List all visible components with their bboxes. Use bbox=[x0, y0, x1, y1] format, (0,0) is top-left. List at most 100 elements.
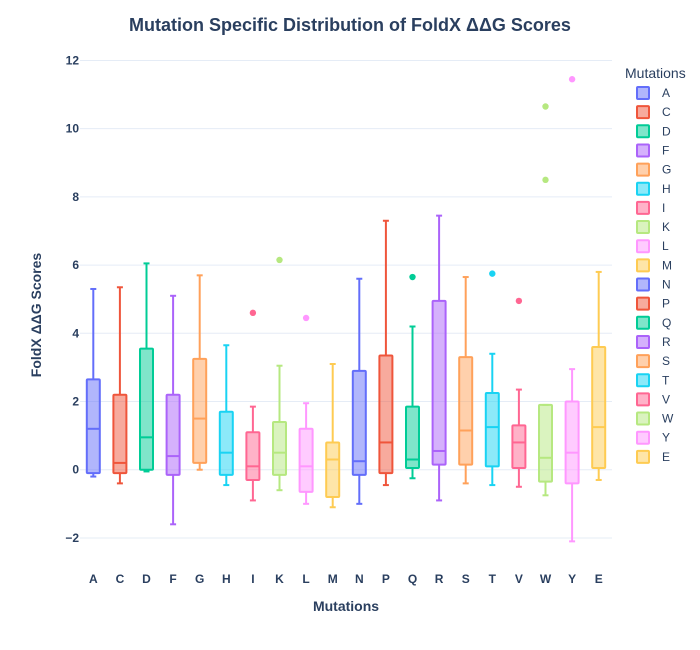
legend-swatch bbox=[636, 392, 650, 407]
outlier-point bbox=[515, 297, 523, 305]
legend-item-N[interactable]: N bbox=[636, 277, 671, 292]
x-tick-label: N bbox=[355, 572, 364, 586]
legend-swatch bbox=[636, 277, 650, 292]
legend-label: S bbox=[662, 354, 670, 368]
outlier-point bbox=[542, 103, 549, 110]
legend-item-F[interactable]: F bbox=[636, 143, 669, 158]
x-tick-label: R bbox=[435, 572, 444, 586]
box-E bbox=[591, 270, 607, 481]
legend-title: Mutations bbox=[625, 65, 686, 81]
legend-swatch bbox=[636, 124, 650, 139]
legend-label: I bbox=[662, 201, 665, 215]
legend-swatch bbox=[636, 411, 650, 426]
legend-label: K bbox=[662, 220, 670, 234]
y-tick-label: 2 bbox=[72, 395, 79, 409]
box-iqr bbox=[325, 441, 341, 499]
legend-item-L[interactable]: L bbox=[636, 239, 669, 254]
legend-label: G bbox=[662, 163, 671, 177]
legend-item-C[interactable]: C bbox=[636, 105, 671, 120]
x-tick-label: L bbox=[302, 572, 309, 586]
box-M bbox=[325, 363, 341, 509]
legend-swatch bbox=[636, 315, 650, 330]
legend-swatch bbox=[636, 373, 650, 388]
legend-swatch bbox=[636, 258, 650, 273]
x-tick-label: I bbox=[251, 572, 254, 586]
legend-label: Y bbox=[662, 431, 670, 445]
plot-area bbox=[85, 76, 607, 543]
legend-label: H bbox=[662, 182, 671, 196]
legend-item-G[interactable]: G bbox=[636, 162, 671, 177]
legend-item-E[interactable]: E bbox=[636, 449, 670, 464]
legend-item-T[interactable]: T bbox=[636, 373, 670, 388]
outlier-point bbox=[276, 256, 283, 264]
legend-label: P bbox=[662, 297, 670, 311]
legend-item-P[interactable]: P bbox=[636, 296, 670, 311]
box-iqr bbox=[458, 356, 474, 466]
legend-item-R[interactable]: R bbox=[636, 334, 671, 349]
x-axis-title: Mutations bbox=[313, 598, 379, 614]
box-Q bbox=[405, 273, 420, 480]
box-R bbox=[431, 214, 447, 502]
legend-item-I[interactable]: I bbox=[636, 200, 665, 215]
box-Y bbox=[564, 76, 580, 543]
legend-item-Y[interactable]: Y bbox=[636, 430, 670, 445]
box-iqr bbox=[405, 405, 420, 470]
box-L bbox=[298, 314, 314, 505]
x-tick-label: E bbox=[595, 572, 603, 586]
legend-label: A bbox=[662, 86, 670, 100]
y-tick-label: 6 bbox=[72, 258, 79, 272]
y-axis-title: FoldX ΔΔG Scores bbox=[28, 253, 44, 378]
box-V bbox=[511, 297, 527, 488]
legend-item-W[interactable]: W bbox=[636, 411, 674, 426]
legend-label: D bbox=[662, 124, 671, 138]
box-I bbox=[245, 309, 261, 502]
legend-label: M bbox=[662, 258, 672, 272]
legend-item-D[interactable]: D bbox=[636, 124, 671, 139]
legend-item-M[interactable]: M bbox=[636, 258, 672, 273]
legend-item-Q[interactable]: Q bbox=[636, 315, 671, 330]
x-tick-label: A bbox=[89, 572, 98, 586]
box-T bbox=[484, 270, 500, 487]
legend-swatch bbox=[636, 105, 650, 120]
box-H bbox=[218, 344, 234, 487]
legend-swatch bbox=[636, 430, 650, 445]
x-tick-label: S bbox=[462, 572, 470, 586]
box-iqr bbox=[272, 420, 287, 476]
x-tick-label: G bbox=[195, 572, 204, 586]
legend-label: V bbox=[662, 392, 670, 406]
x-tick-label: P bbox=[382, 572, 390, 586]
box-D bbox=[139, 262, 154, 473]
box-W bbox=[538, 103, 553, 497]
x-tick-label: T bbox=[489, 572, 497, 586]
y-tick-label: −2 bbox=[65, 531, 79, 545]
x-tick-label: M bbox=[328, 572, 338, 586]
outlier-point bbox=[249, 309, 257, 317]
grid bbox=[80, 59, 612, 539]
legend-swatch bbox=[636, 200, 650, 215]
legend-label: N bbox=[662, 278, 671, 292]
legend-item-V[interactable]: V bbox=[636, 392, 670, 407]
box-A bbox=[85, 287, 101, 478]
legend-item-K[interactable]: K bbox=[636, 220, 670, 235]
legend-item-S[interactable]: S bbox=[636, 354, 670, 369]
outlier-point bbox=[409, 273, 416, 281]
box-iqr bbox=[484, 391, 500, 468]
box-S bbox=[458, 276, 474, 485]
legend-swatch bbox=[636, 449, 650, 464]
box-iqr bbox=[112, 393, 128, 475]
x-tick-label: Y bbox=[568, 572, 576, 586]
legend-item-H[interactable]: H bbox=[636, 181, 671, 196]
y-tick-label: 10 bbox=[66, 122, 80, 136]
legend-item-A[interactable]: A bbox=[636, 86, 670, 100]
box-iqr bbox=[298, 427, 314, 493]
x-tick-label: V bbox=[515, 572, 523, 586]
box-iqr bbox=[165, 393, 181, 476]
legend-swatch bbox=[636, 239, 650, 254]
box-C bbox=[112, 286, 128, 485]
legend-swatch bbox=[636, 296, 650, 311]
legend-swatch bbox=[636, 143, 650, 158]
legend-label: W bbox=[662, 412, 674, 426]
outlier-point bbox=[568, 76, 576, 83]
x-tick-label: F bbox=[169, 572, 176, 586]
